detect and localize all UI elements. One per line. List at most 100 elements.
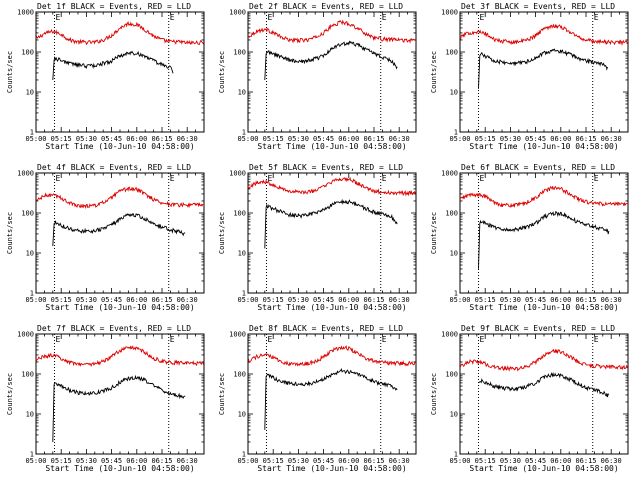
- y-tick-label: 1000: [229, 170, 246, 178]
- x-tick-label: 05:45: [101, 135, 122, 143]
- x-tick-label: 06:30: [601, 296, 622, 304]
- detector-panel-7: Det 7f BLACK = Events, RED = LLD 1 10 100 10…: [6, 324, 205, 473]
- events-series-line: [52, 374, 186, 443]
- x-tick-label: 06:15: [575, 296, 596, 304]
- x-tick-label: 06:00: [550, 135, 571, 143]
- y-tick-label: 1: [30, 129, 34, 137]
- x-tick-label: 06:30: [389, 296, 410, 304]
- x-tick-label: 05:00: [449, 457, 470, 465]
- x-tick-label: 05:15: [263, 457, 284, 465]
- y-axis-label: Counts/sec: [6, 373, 14, 415]
- x-tick-label: 05:45: [313, 135, 334, 143]
- events-series-line: [478, 48, 608, 89]
- y-tick-label: 1000: [441, 9, 458, 17]
- y-axis-label: Counts/sec: [6, 212, 14, 254]
- panel-title: Det 5f BLACK = Events, RED = LLD: [249, 163, 403, 172]
- x-tick-label: 05:15: [263, 296, 284, 304]
- x-tick-label: 06:15: [575, 135, 596, 143]
- y-axis-label: Counts/sec: [430, 212, 438, 254]
- x-tick-label: 06:30: [389, 457, 410, 465]
- x-tick-label: 05:15: [475, 457, 496, 465]
- y-tick-label: 1000: [229, 9, 246, 17]
- y-tick-label: 1: [30, 451, 34, 459]
- detector-panel-1: Det 1f BLACK = Events, RED = LLD 1 10 100 10…: [6, 2, 205, 151]
- x-tick-label: 06:00: [126, 135, 147, 143]
- x-axis-label: Start Time (10-Jun-10 04:58:00): [257, 464, 406, 473]
- y-tick-label: 10: [26, 89, 34, 97]
- event-marker-label: E: [479, 13, 484, 22]
- y-tick-label: 100: [233, 49, 246, 57]
- y-axis-label: Counts/sec: [218, 212, 226, 254]
- y-tick-label: 10: [238, 250, 246, 258]
- y-tick-label: 100: [21, 49, 34, 57]
- y-tick-label: 1: [242, 451, 246, 459]
- x-tick-label: 05:15: [51, 457, 72, 465]
- x-tick-label: 05:45: [101, 457, 122, 465]
- event-marker-label: E: [267, 13, 272, 22]
- event-marker-label: E: [594, 13, 599, 22]
- lld-series-line: [35, 21, 204, 46]
- event-marker-label: E: [594, 174, 599, 183]
- y-tick-label: 100: [445, 49, 458, 57]
- x-axis-label: Start Time (10-Jun-10 04:58:00): [469, 142, 618, 151]
- event-marker-label: E: [267, 335, 272, 344]
- plot-frame: [247, 11, 417, 133]
- event-marker-label: E: [55, 174, 60, 183]
- y-axis-label: Counts/sec: [430, 51, 438, 93]
- x-tick-label: 05:15: [475, 296, 496, 304]
- event-marker-label: E: [170, 174, 175, 183]
- x-tick-label: 06:00: [338, 457, 359, 465]
- x-axis-label: Start Time (10-Jun-10 04:58:00): [469, 303, 618, 312]
- y-axis-label: Counts/sec: [6, 51, 14, 93]
- x-tick-label: 05:00: [25, 135, 46, 143]
- x-tick-label: 06:00: [550, 296, 571, 304]
- x-tick-label: 06:15: [575, 457, 596, 465]
- y-tick-label: 10: [450, 250, 458, 258]
- x-tick-label: 05:30: [500, 457, 521, 465]
- x-tick-label: 06:00: [338, 296, 359, 304]
- x-tick-label: 05:45: [525, 296, 546, 304]
- x-tick-label: 05:45: [313, 457, 334, 465]
- x-tick-label: 05:15: [51, 135, 72, 143]
- panel-title: Det 8f BLACK = Events, RED = LLD: [249, 324, 403, 333]
- y-tick-label: 100: [21, 210, 34, 218]
- panel-title: Det 9f BLACK = Events, RED = LLD: [461, 324, 615, 333]
- x-tick-label: 05:30: [76, 135, 97, 143]
- panel-title: Det 6f BLACK = Events, RED = LLD: [461, 163, 615, 172]
- y-tick-label: 100: [21, 371, 34, 379]
- y-tick-label: 100: [445, 210, 458, 218]
- lld-series-line: [459, 23, 628, 47]
- detector-panel-3: Det 3f BLACK = Events, RED = LLD 1 10 100 10…: [430, 2, 629, 151]
- event-marker-label: E: [382, 335, 387, 344]
- x-tick-label: 05:00: [237, 135, 258, 143]
- y-tick-label: 1000: [441, 331, 458, 339]
- x-tick-label: 05:00: [25, 296, 46, 304]
- events-series-line: [478, 371, 610, 398]
- events-series-line: [52, 213, 186, 247]
- y-axis-label: Counts/sec: [218, 373, 226, 415]
- panel-title: Det 7f BLACK = Events, RED = LLD: [37, 324, 191, 333]
- x-axis-label: Start Time (10-Jun-10 04:58:00): [469, 464, 618, 473]
- y-tick-label: 10: [26, 411, 34, 419]
- events-series-line: [264, 40, 398, 81]
- x-tick-label: 05:45: [101, 296, 122, 304]
- y-tick-label: 100: [233, 210, 246, 218]
- y-tick-label: 100: [445, 371, 458, 379]
- x-tick-label: 05:15: [51, 296, 72, 304]
- y-axis-label: Counts/sec: [218, 51, 226, 93]
- x-tick-label: 05:30: [288, 296, 309, 304]
- x-tick-label: 05:30: [288, 135, 309, 143]
- detector-panel-5: Det 5f BLACK = Events, RED = LLD 1 10 100 10…: [218, 163, 417, 312]
- x-axis-label: Start Time (10-Jun-10 04:58:00): [45, 303, 194, 312]
- plot-frame: [35, 11, 205, 133]
- x-axis-label: Start Time (10-Jun-10 04:58:00): [257, 142, 406, 151]
- x-tick-label: 06:30: [177, 457, 198, 465]
- event-marker-label: E: [382, 174, 387, 183]
- x-tick-label: 05:15: [263, 135, 284, 143]
- y-tick-label: 10: [238, 411, 246, 419]
- y-tick-label: 1: [242, 290, 246, 298]
- x-tick-label: 06:00: [126, 457, 147, 465]
- x-tick-label: 06:15: [151, 296, 172, 304]
- y-tick-label: 10: [238, 89, 246, 97]
